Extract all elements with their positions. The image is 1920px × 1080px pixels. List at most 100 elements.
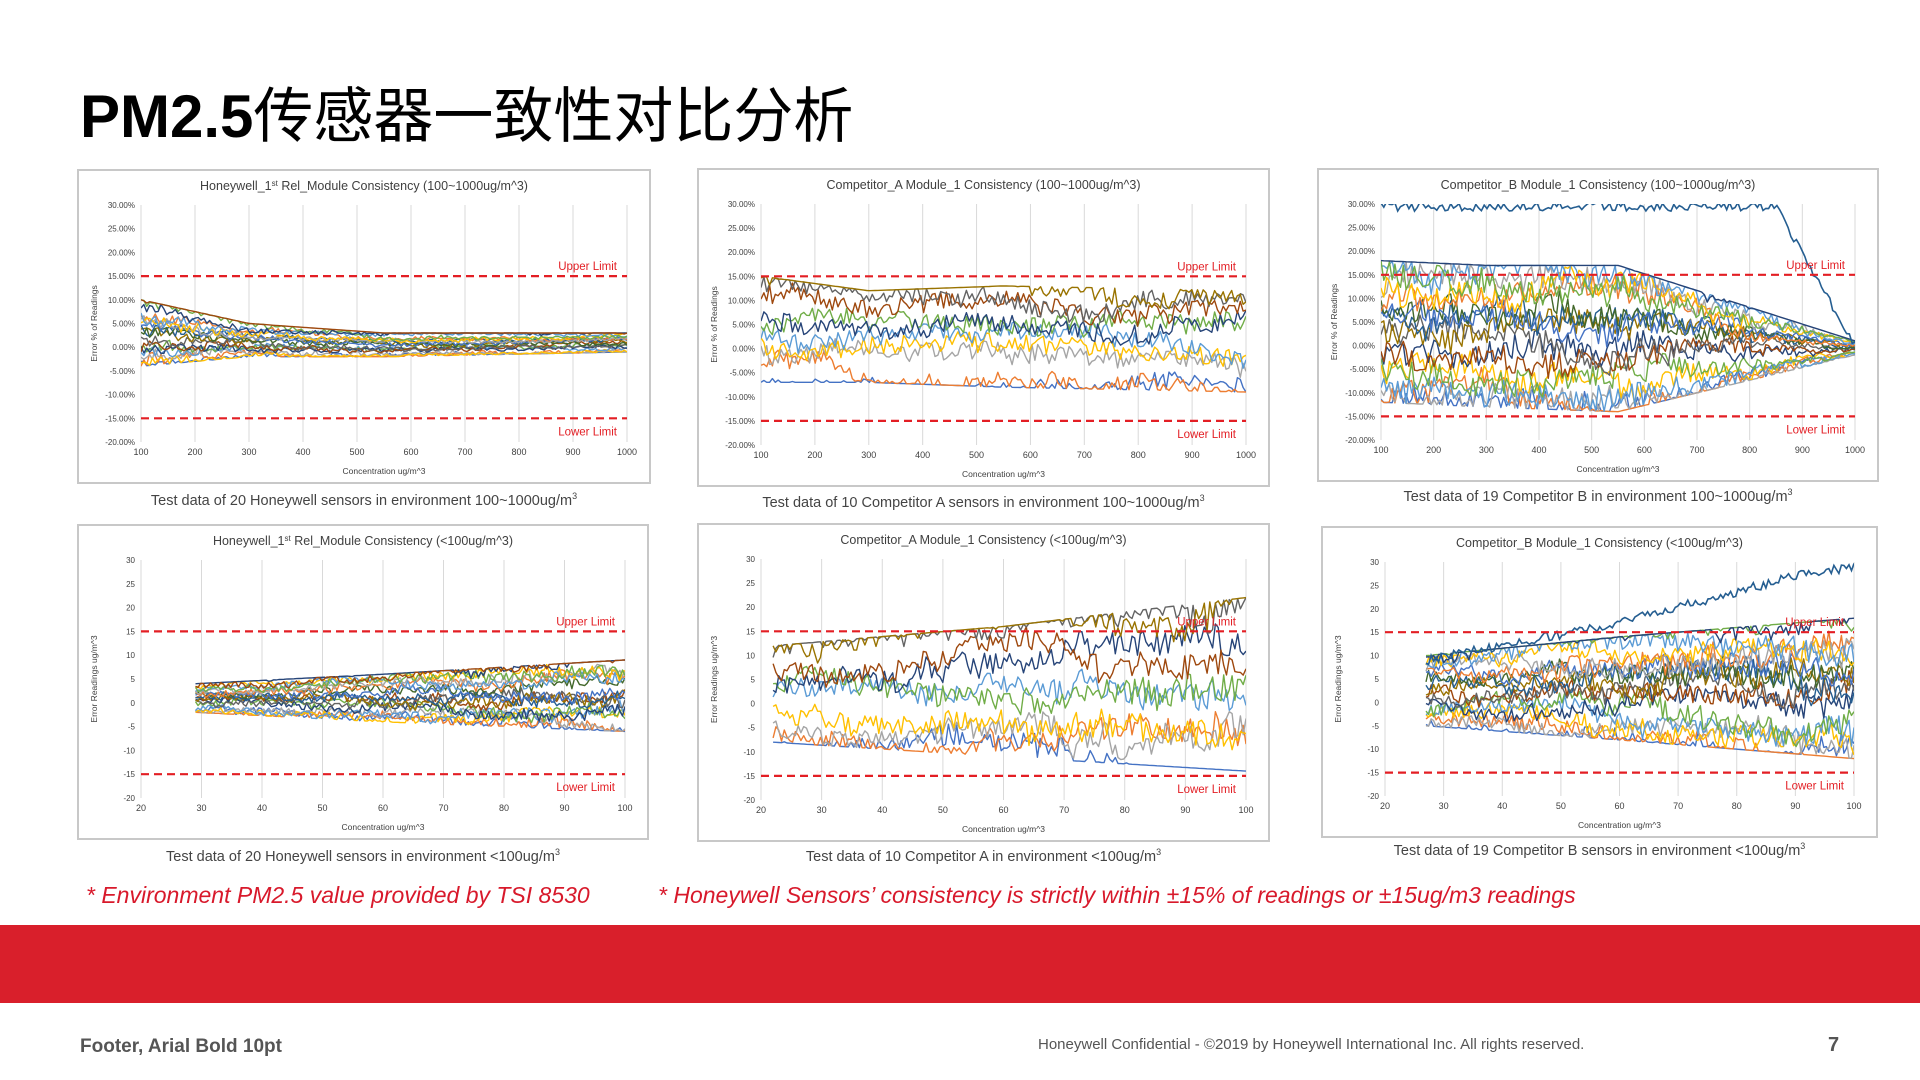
- x-tick-label: 1000: [1236, 450, 1256, 460]
- y-axis-label: Error Readings ug/m^3: [89, 635, 99, 722]
- sensor-series-line: [1425, 563, 1854, 666]
- sensor-series-line: [141, 347, 627, 367]
- chart-competitor-b-high: Competitor_B Module_1 Consistency (100~1…: [1317, 168, 1879, 482]
- chart-title: Honeywell_1st Rel_Module Consistency (10…: [200, 179, 528, 194]
- sensor-series-line: [1381, 260, 1855, 345]
- x-axis-label: Concentration ug/m^3: [962, 469, 1045, 479]
- y-axis-label: Error Readings ug/m^3: [1333, 635, 1343, 722]
- x-tick-label: 50: [317, 803, 327, 813]
- y-tick-label: 0: [1375, 698, 1380, 707]
- y-tick-label: -10: [743, 748, 755, 757]
- y-tick-label: -15.00%: [1345, 412, 1375, 421]
- x-tick-label: 60: [1614, 801, 1624, 811]
- y-tick-label: 0.00%: [112, 343, 135, 352]
- sensor-series-line: [195, 689, 625, 711]
- chart-svg: Competitor_A Module_1 Consistency (<100u…: [709, 533, 1254, 834]
- chart-title: Honeywell_1st Rel_Module Consistency (<1…: [213, 534, 513, 549]
- chart-svg: Competitor_B Module_1 Consistency (100~1…: [1329, 178, 1865, 474]
- lower-limit-label: Lower Limit: [1785, 781, 1845, 793]
- lower-limit-label: Lower Limit: [556, 782, 616, 794]
- sensor-series-line: [195, 687, 625, 710]
- y-tick-label: -10: [123, 746, 135, 755]
- series-group: [761, 275, 1246, 393]
- x-tick-label: 300: [1479, 445, 1494, 455]
- sensor-series-line: [141, 315, 627, 345]
- chart-svg: Competitor_B Module_1 Consistency (<100u…: [1333, 536, 1862, 830]
- x-tick-label: 80: [1120, 805, 1130, 815]
- x-tick-label: 90: [1790, 801, 1800, 811]
- chart-caption: Test data of 10 Competitor A sensors in …: [762, 493, 1205, 511]
- upper-limit-label: Upper Limit: [1177, 616, 1237, 628]
- note-consistency: * Honeywell Sensors’ consistency is stri…: [658, 882, 1576, 908]
- y-tick-label: -5: [128, 723, 136, 732]
- slide-title-suffix: 传感器一致性对比分析: [253, 82, 854, 152]
- x-tick-label: 1000: [1845, 445, 1865, 455]
- sensor-series-line: [772, 703, 1246, 751]
- y-tick-label: 20: [1370, 605, 1379, 614]
- x-axis-label: Concentration ug/m^3: [962, 824, 1045, 834]
- y-tick-label: -20: [123, 794, 135, 803]
- y-tick-label: 15.00%: [1348, 271, 1375, 280]
- y-tick-label: 20.00%: [728, 248, 755, 257]
- y-tick-label: -20.00%: [105, 438, 135, 447]
- y-tick-label: 0.00%: [732, 345, 755, 354]
- note-environment: * Environment PM2.5 value provided by TS…: [86, 882, 590, 908]
- chart-caption: Test data of 20 Honeywell sensors in env…: [166, 847, 560, 865]
- x-axis-label: Concentration ug/m^3: [343, 466, 426, 476]
- sensor-series-line: [1425, 702, 1854, 756]
- y-tick-label: 30.00%: [728, 200, 755, 209]
- chart-title: Competitor_B Module_1 Consistency (<100u…: [1456, 536, 1743, 550]
- x-tick-label: 80: [499, 803, 509, 813]
- x-tick-label: 900: [1185, 450, 1200, 460]
- y-tick-label: 5.00%: [732, 321, 755, 330]
- upper-limit-label: Upper Limit: [556, 616, 616, 628]
- x-tick-label: 100: [617, 803, 632, 813]
- x-tick-label: 400: [915, 450, 930, 460]
- y-tick-label: 30: [126, 556, 135, 565]
- x-tick-label: 100: [753, 450, 768, 460]
- y-tick-label: 15.00%: [728, 272, 755, 281]
- y-tick-label: 15: [746, 627, 755, 636]
- sensor-series-line: [1381, 354, 1855, 412]
- sensor-series-line: [141, 339, 627, 354]
- chart-title: Competitor_A Module_1 Consistency (<100u…: [840, 533, 1126, 547]
- sensor-series-line: [772, 623, 1246, 694]
- footer-confidential: Honeywell Confidential - ©2019 by Honeyw…: [1038, 1036, 1585, 1053]
- sensor-series-line: [1425, 712, 1854, 760]
- x-tick-label: 20: [756, 805, 766, 815]
- x-axis-label: Concentration ug/m^3: [342, 822, 425, 832]
- sensor-series-line: [195, 683, 625, 704]
- y-tick-label: -10.00%: [105, 391, 135, 400]
- sensor-series-line: [772, 625, 1246, 688]
- x-tick-label: 70: [1059, 805, 1069, 815]
- series-group: [772, 596, 1246, 772]
- sensor-series-line: [141, 312, 627, 338]
- y-tick-label: 20.00%: [1348, 247, 1375, 256]
- y-tick-label: 5: [1375, 675, 1380, 684]
- x-tick-label: 90: [559, 803, 569, 813]
- x-tick-label: 1000: [617, 447, 637, 457]
- sensor-series-line: [1381, 350, 1855, 405]
- sensor-series-line: [1425, 692, 1854, 747]
- sensor-series-line: [1425, 637, 1854, 668]
- x-tick-label: 500: [1584, 445, 1599, 455]
- sensor-series-line: [1425, 682, 1854, 723]
- y-tick-label: 20: [126, 604, 135, 613]
- footer-label: Footer, Arial Bold 10pt: [80, 1036, 282, 1057]
- y-tick-label: -5.00%: [1350, 365, 1375, 374]
- y-tick-label: 15.00%: [108, 272, 135, 281]
- x-tick-label: 40: [1497, 801, 1507, 811]
- x-tick-label: 100: [1373, 445, 1388, 455]
- x-axis-label: Concentration ug/m^3: [1578, 820, 1661, 830]
- sensor-series-line: [1425, 617, 1854, 664]
- sensor-series-line: [1381, 204, 1855, 345]
- series-group: [194, 659, 625, 733]
- y-tick-label: -20: [1367, 792, 1379, 801]
- sensor-series-line: [772, 596, 1246, 664]
- y-tick-label: -5.00%: [730, 369, 755, 378]
- x-tick-label: 20: [1380, 801, 1390, 811]
- y-tick-label: 10.00%: [1348, 294, 1375, 303]
- y-tick-label: -10.00%: [725, 393, 755, 402]
- y-tick-label: -20.00%: [1345, 436, 1375, 445]
- upper-limit-label: Upper Limit: [1785, 617, 1845, 629]
